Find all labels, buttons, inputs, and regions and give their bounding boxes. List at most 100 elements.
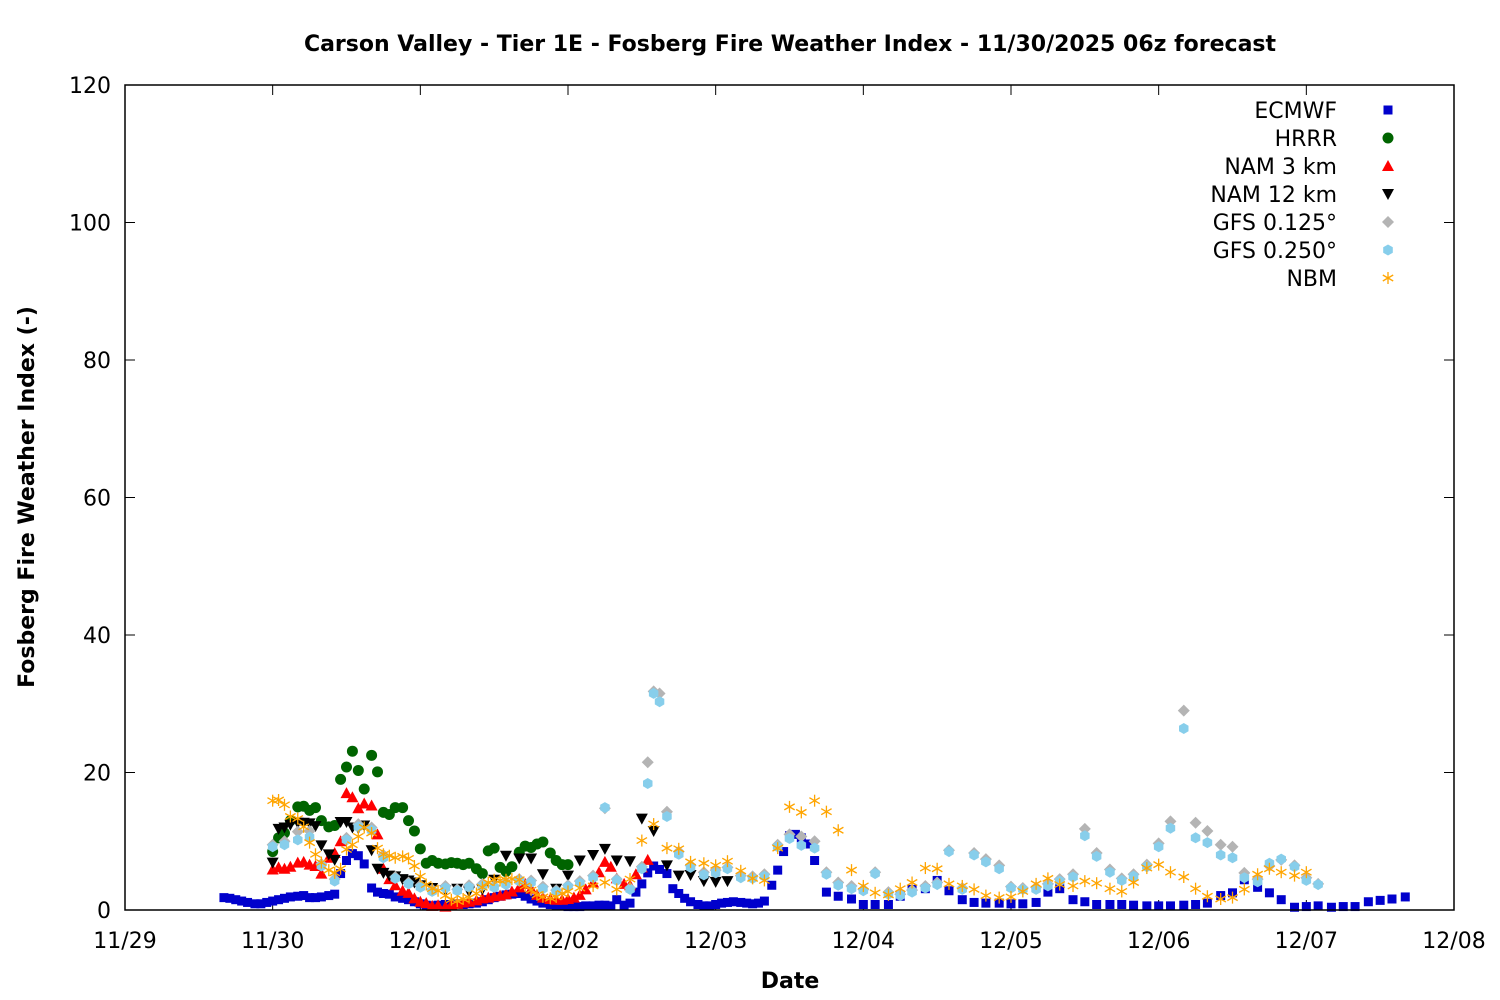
gfs-0-250-point (784, 833, 795, 844)
nam-12-km-point (660, 860, 673, 872)
ecmwf-point (625, 898, 635, 908)
legend-label: HRRR (1275, 127, 1337, 152)
gfs-0-250-point (736, 872, 746, 884)
nbm-point (968, 883, 980, 896)
ecmwf-point (293, 891, 303, 901)
ecmwf-point (699, 901, 709, 911)
ecmwf-point (773, 865, 783, 875)
hrrr-point (366, 749, 378, 761)
y-tick-label: 0 (97, 899, 111, 924)
gfs-0-250-point (1239, 872, 1250, 884)
x-tick-label: 12/07 (1275, 929, 1338, 954)
gfs-0-250-point (809, 842, 820, 854)
gfs-0-250-point (1091, 850, 1102, 862)
gfs-0-250-point (1006, 882, 1016, 894)
ecmwf-point (225, 893, 235, 903)
nbm-point (537, 890, 549, 903)
nbm-point (611, 883, 623, 896)
ecmwf-point (237, 896, 247, 906)
nbm-point (544, 892, 556, 905)
chart-title: Carson Valley - Tier 1E - Fosberg Fire W… (304, 32, 1277, 57)
nam-12-km-point (587, 850, 600, 861)
gfs-0-250-point (1190, 832, 1201, 844)
nam-3-km-point (408, 892, 421, 904)
nam-12-km-point (562, 870, 574, 882)
gfs-0-250-point (415, 881, 426, 893)
ecmwf-point (299, 891, 309, 901)
ecmwf-point (619, 900, 629, 910)
gfs-0-250-point (920, 882, 931, 894)
gfs-0-125-point (795, 830, 808, 843)
ecmwf-point (268, 896, 278, 906)
ecmwf-point (748, 899, 758, 909)
nbm-point (470, 887, 482, 900)
nbm-point (1030, 877, 1042, 890)
ecmwf-point (1253, 882, 1263, 892)
ecmwf-point (883, 900, 893, 909)
gfs-0-125-point (1226, 840, 1239, 853)
gfs-0-250-point (796, 839, 807, 851)
hrrr-point (397, 802, 409, 814)
ecmwf-point (1117, 900, 1127, 909)
x-tick-label: 12/04 (832, 929, 895, 954)
ecmwf-point (532, 896, 542, 906)
nbm-point (1042, 872, 1054, 885)
nbm-point (1091, 877, 1103, 890)
hrrr-point (372, 766, 384, 778)
series-ecmwf (219, 829, 1410, 912)
gfs-0-250-point (994, 863, 1004, 875)
ecmwf-point (359, 859, 369, 869)
y-tick-label: 40 (83, 624, 111, 649)
ecmwf-point (305, 893, 315, 903)
nbm-point (809, 794, 821, 807)
nbm-point (698, 857, 710, 870)
nam-12-km-point (672, 870, 685, 882)
ecmwf-point (231, 895, 241, 905)
ecmwf-point (655, 864, 665, 874)
ecmwf-point (279, 893, 289, 903)
nbm-point (273, 794, 285, 806)
ecmwf-point (1129, 900, 1139, 910)
gfs-0-250-point (1313, 879, 1323, 891)
ecmwf-point (330, 889, 340, 899)
legend-marker (1382, 272, 1394, 284)
ecmwf-point (1363, 897, 1373, 907)
ecmwf-point (1301, 902, 1311, 912)
ecmwf-point (569, 902, 579, 912)
gfs-0-250-point (452, 885, 462, 897)
nbm-point (882, 888, 894, 901)
nbm-point (278, 798, 291, 811)
ecmwf-point (802, 839, 812, 849)
nbm-point (445, 893, 457, 906)
gfs-0-250-point (1252, 876, 1263, 888)
nbm-point (747, 872, 759, 885)
gfs-0-250-point (538, 883, 548, 895)
nbm-point (599, 876, 611, 889)
ecmwf-point (612, 895, 622, 905)
nam-12-km-point (647, 825, 660, 837)
gfs-0-125-point (1177, 704, 1190, 717)
nbm-point (1054, 878, 1066, 891)
ecmwf-point (711, 900, 721, 909)
nam-12-km-point (536, 869, 549, 881)
ecmwf-point (833, 891, 843, 901)
nbm-point (636, 834, 648, 847)
nbm-point (1128, 876, 1140, 889)
nam-3-km-point (402, 886, 415, 898)
y-axis-label: Fosberg Fire Weather Index (-) (15, 306, 40, 688)
ecmwf-point (686, 897, 696, 907)
ecmwf-point (821, 887, 831, 897)
ecmwf-point (367, 883, 377, 893)
nam-12-km-point (697, 876, 710, 888)
nbm-point (1288, 869, 1301, 882)
ecmwf-point (310, 893, 320, 903)
y-tick-label: 60 (83, 487, 111, 512)
nbm-point (648, 818, 660, 831)
ecmwf-point (631, 887, 641, 897)
ecmwf-point (1006, 899, 1016, 909)
ecmwf-point (563, 902, 573, 912)
ecmwf-point (1375, 895, 1385, 905)
nbm-point (587, 879, 599, 892)
nbm-point (513, 873, 525, 886)
nbm-point (783, 800, 796, 813)
